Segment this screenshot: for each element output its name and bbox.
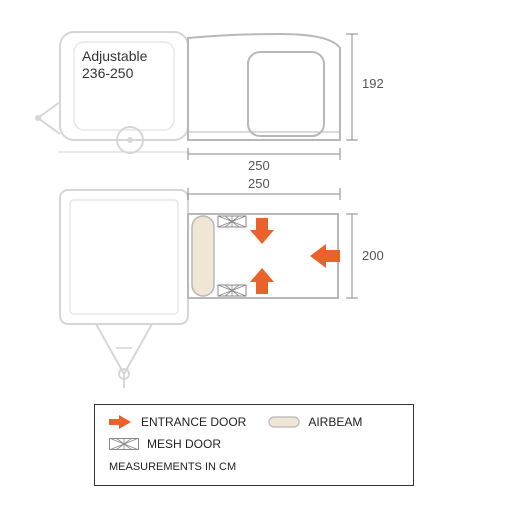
airbeam-icon <box>268 415 300 429</box>
entrance-arrow-icon <box>109 415 133 429</box>
dim-plan-250-text: 250 <box>248 176 270 191</box>
dim-192-text: 192 <box>362 76 384 91</box>
legend-airbeam: AIRBEAM <box>308 415 362 429</box>
dim-200-text: 200 <box>362 248 384 263</box>
plan-view <box>30 188 390 398</box>
legend-box: ENTRANCE DOOR AIRBEAM MESH DOOR MEASUREM… <box>94 404 414 486</box>
dim-250-text: 250 <box>248 158 270 173</box>
adjustable-label: Adjustable236-250 <box>82 48 147 82</box>
legend-note: MEASUREMENTS IN CM <box>109 461 399 473</box>
mesh-icon <box>109 438 139 450</box>
legend-mesh: MESH DOOR <box>147 437 221 451</box>
awning-dimensions-diagram: Adjustable236-250 192 250 <box>0 0 512 512</box>
side-view <box>30 20 390 160</box>
adjustable-text: Adjustable236-250 <box>82 48 147 81</box>
legend-entrance: ENTRANCE DOOR <box>141 415 246 429</box>
